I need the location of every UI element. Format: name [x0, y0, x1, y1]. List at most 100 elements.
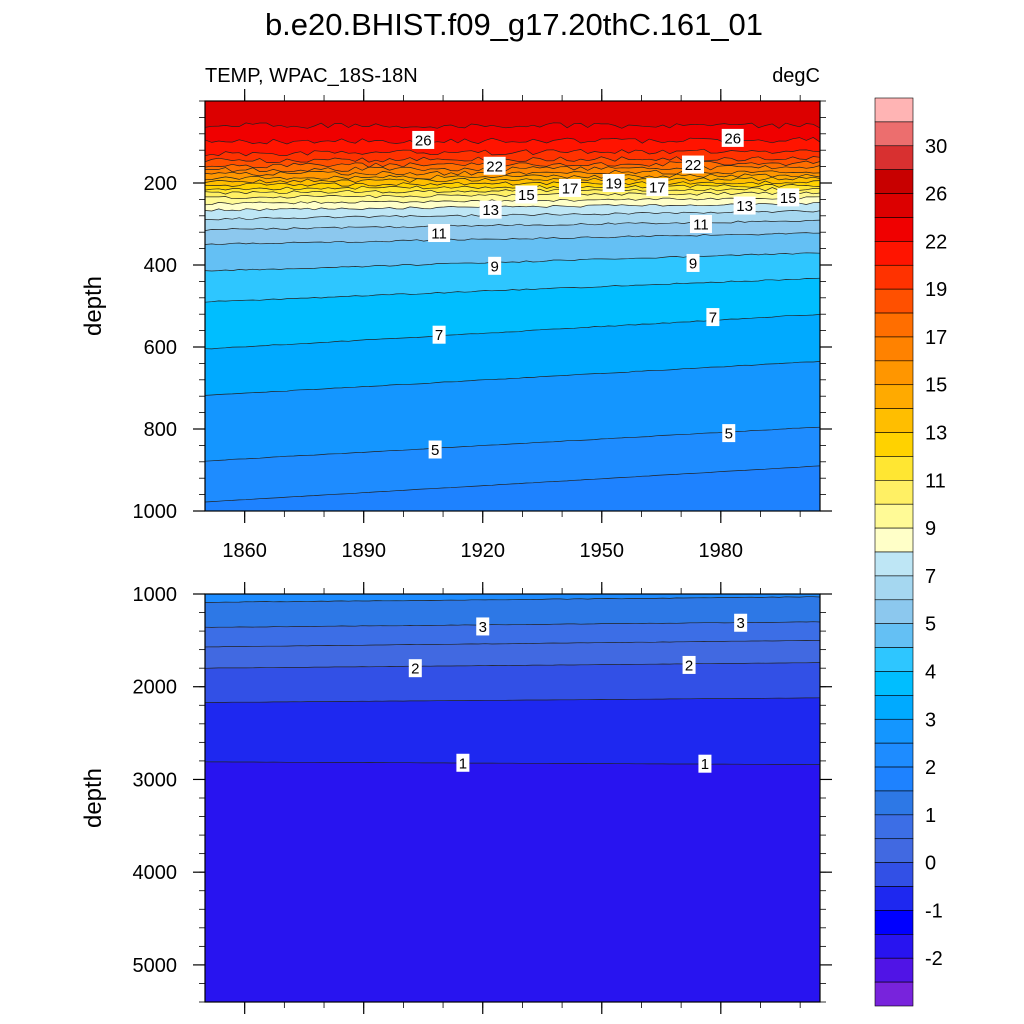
isotherm-line — [205, 232, 820, 246]
y-tick-label: 2000 — [133, 677, 178, 699]
x-tick-label: 1890 — [341, 540, 386, 562]
lower-temperature-fill — [205, 594, 820, 1002]
svg-text:22: 22 — [486, 158, 503, 175]
svg-text:13: 13 — [736, 198, 753, 215]
contour-label: 9 — [686, 253, 700, 272]
contour-label: 17 — [646, 178, 669, 197]
contour-label: 19 — [602, 174, 625, 193]
contour-label: 26 — [721, 128, 744, 147]
colorbar-label: 2 — [925, 757, 936, 779]
colorbar-label: 4 — [925, 661, 936, 683]
colorbar-swatch — [874, 647, 914, 672]
colorbar-label: -1 — [925, 900, 943, 922]
colorbar-swatch — [874, 910, 914, 935]
colorbar-label: -2 — [925, 948, 943, 970]
colorbar-swatch — [874, 718, 914, 744]
upper-contour-labels: 26 26 22 22 15 17 19 17 13 13 15 11 11 9 9 7 7 5 5 — [412, 128, 800, 459]
colorbar-swatch — [874, 384, 914, 409]
isotherm-line — [205, 137, 820, 145]
units-label: degC — [772, 65, 820, 87]
colorbar-swatch — [874, 814, 914, 840]
isotherm-line — [205, 210, 820, 221]
upper-isotherm-lines — [205, 122, 820, 503]
colorbar-swatch — [874, 527, 914, 553]
colorbar-label: 5 — [925, 614, 936, 636]
contour-label: 17 — [559, 178, 582, 197]
colorbar-swatch — [874, 432, 914, 457]
contour-label: 2 — [408, 659, 422, 678]
x-tick-label: 1860 — [222, 540, 267, 562]
contour-label: 1 — [456, 753, 470, 772]
colorbar-label: 9 — [925, 518, 936, 540]
svg-text:17: 17 — [562, 180, 579, 197]
colorbar-label: 1 — [925, 805, 936, 827]
colorbar-swatch — [874, 934, 914, 959]
colorbar-swatch — [874, 599, 914, 624]
temperature-band — [205, 465, 820, 511]
isotherm-line — [205, 176, 820, 184]
colorbar-swatch — [874, 193, 914, 218]
colorbar-label: 13 — [925, 423, 947, 445]
x-tick-label: 1950 — [580, 540, 625, 562]
svg-text:19: 19 — [605, 176, 622, 193]
svg-text:22: 22 — [685, 157, 702, 174]
colorbar-label: 11 — [925, 470, 946, 492]
isotherm-line — [205, 361, 820, 396]
y-tick-label: 1000 — [133, 501, 178, 523]
isotherm-line — [205, 465, 820, 503]
lower-axes: 1000 2000 3000 4000 5000 — [133, 582, 832, 1014]
svg-text:15: 15 — [518, 187, 535, 204]
contour-label: 7 — [706, 308, 720, 327]
y-tick-label: 5000 — [133, 955, 178, 977]
svg-text:3: 3 — [479, 619, 487, 636]
colorbar-label: 3 — [925, 709, 936, 731]
colorbar-swatch — [874, 790, 914, 816]
colorbar-label: 26 — [925, 184, 947, 206]
svg-text:1: 1 — [701, 756, 709, 773]
colorbar: 30 26 22 19 17 15 13 11 9 7 5 4 3 2 1 0 -1 -2 — [874, 97, 947, 1007]
isotherm-line — [205, 173, 820, 181]
colorbar-swatch — [874, 480, 914, 505]
isotherm-line — [205, 169, 820, 177]
colorbar-swatch — [874, 862, 914, 887]
lower-panel: 3 3 2 2 1 1 1000 2000 3000 4000 5000 depth — [80, 582, 832, 1014]
isotherm-line — [205, 596, 820, 603]
isotherm-line — [205, 697, 820, 703]
isotherm-line — [205, 180, 820, 187]
svg-text:7: 7 — [435, 327, 443, 344]
contour-label: 13 — [733, 196, 756, 215]
y-tick-label: 1000 — [133, 584, 178, 606]
colorbar-label: 19 — [925, 279, 947, 301]
variable-label: TEMP, WPAC_18S-18N — [205, 65, 418, 87]
svg-text:13: 13 — [482, 202, 499, 219]
isotherm-line — [205, 122, 820, 129]
colorbar-swatch — [874, 838, 914, 863]
svg-text:2: 2 — [411, 661, 419, 678]
colorbar-swatch — [874, 575, 914, 601]
svg-text:15: 15 — [780, 190, 797, 207]
colorbar-swatch — [874, 288, 914, 314]
isotherm-line — [205, 160, 820, 169]
contour-label: 11 — [428, 224, 451, 243]
y-tick-label: 600 — [144, 337, 177, 359]
y-tick-label: 400 — [144, 255, 177, 277]
colorbar-label: 22 — [925, 231, 947, 253]
colorbar-swatch — [874, 336, 914, 362]
colorbar-swatch — [874, 766, 914, 792]
colorbar-swatch — [874, 695, 914, 720]
isotherm-line — [205, 662, 820, 669]
colorbar-swatch — [874, 408, 914, 433]
isotherm-line — [205, 640, 820, 648]
colorbar-swatch — [874, 742, 914, 768]
lower-y-axis-label: depth — [80, 768, 107, 828]
svg-text:9: 9 — [689, 255, 697, 272]
upper-panel: TEMP, WPAC_18S-18N degC 26 26 22 22 15 17 19 17… — [80, 65, 832, 562]
isotherm-line — [205, 426, 820, 462]
isotherm-line — [205, 187, 820, 195]
colorbar-swatch — [874, 217, 914, 242]
colorbar-swatch — [874, 97, 914, 123]
y-tick-label: 800 — [144, 419, 177, 441]
colorbar-swatch — [874, 121, 914, 147]
svg-text:11: 11 — [431, 226, 447, 243]
contour-label: 9 — [488, 256, 502, 275]
